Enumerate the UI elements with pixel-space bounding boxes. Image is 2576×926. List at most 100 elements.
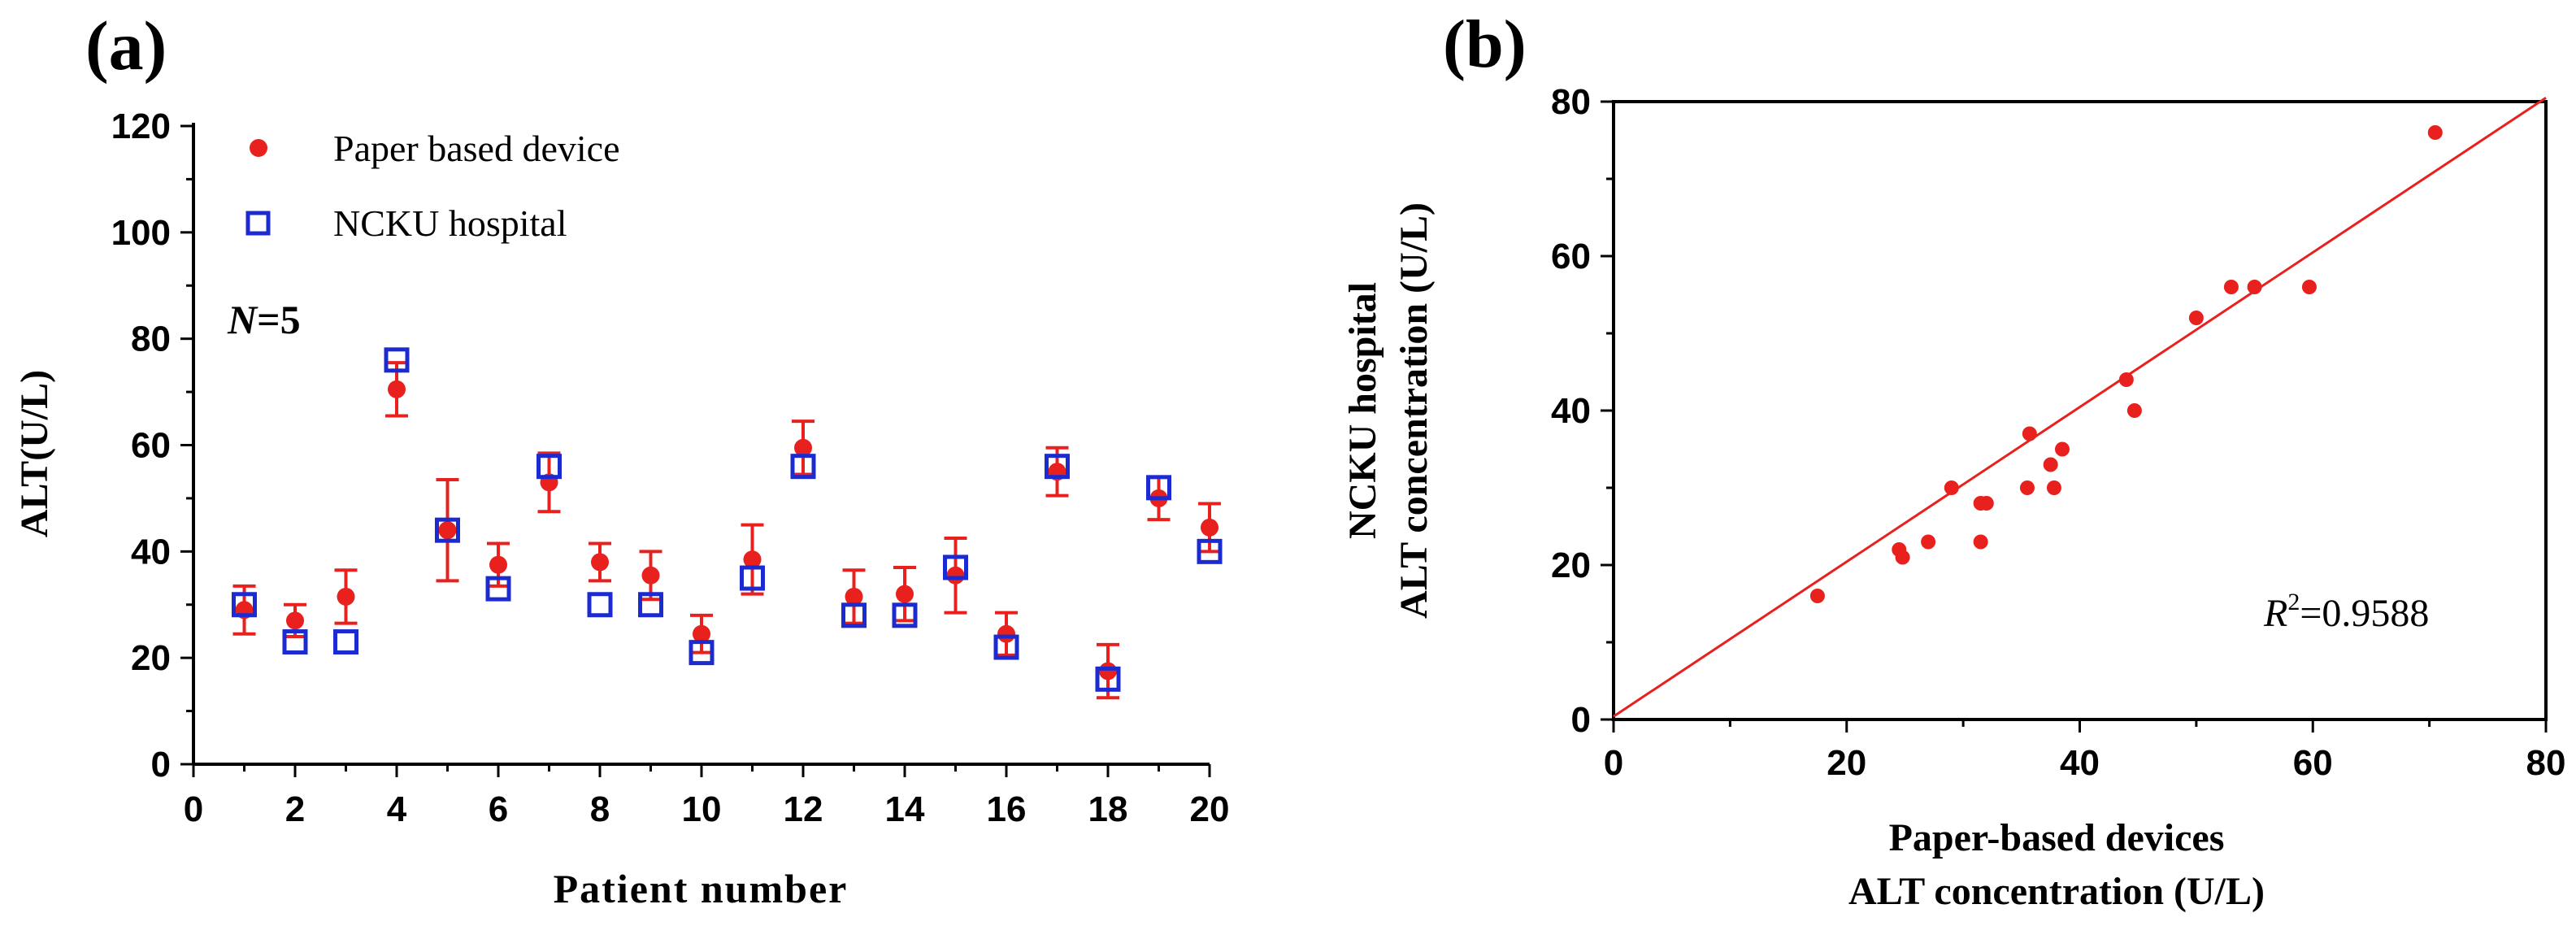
- panel-a: (a) 0 2 4 6 8 10 12 14 16 18 20 0 20 40 60 80 100 120 Pat…: [13, 7, 1229, 911]
- correlation-point: [2046, 480, 2061, 495]
- panel-a-x-tick-label: 16: [987, 789, 1027, 829]
- hospital-point: [536, 454, 562, 480]
- panel-a-y-tick-label: 60: [131, 426, 171, 466]
- panel-a-x-tick-label: 10: [682, 789, 722, 829]
- hospital-point: [587, 592, 613, 618]
- hospital-point: [892, 602, 918, 628]
- hospital-point: [689, 640, 715, 666]
- panel-b-marks: [1613, 97, 2547, 718]
- panel-b: (b) 0 20 40 60 80 0 20 40 60 80 Paper-based devic…: [1341, 7, 2565, 913]
- panel-b-x-tick-label: 60: [2293, 743, 2333, 783]
- hospital-point: [841, 602, 867, 628]
- hospital-point: [333, 629, 358, 655]
- correlation-point: [1895, 550, 1910, 565]
- panel-b-x-tick-label: 0: [1604, 743, 1623, 783]
- panel-a-legend: Paper based device NCKU hospital: [245, 128, 620, 244]
- panel-b-y-tick-label: 0: [1571, 700, 1591, 740]
- hospital-point: [740, 565, 765, 591]
- panel-a-y-tick-label: 20: [131, 638, 171, 678]
- correlation-point: [2223, 280, 2239, 294]
- hospital-point: [435, 517, 460, 543]
- correlation-point: [2188, 311, 2204, 325]
- paper-device-point: [591, 553, 609, 572]
- paper-device-point: [388, 380, 406, 398]
- panel-b-y-axis-title-line2: ALT concentration (U/L): [1392, 202, 1436, 619]
- hospital-point: [1197, 538, 1223, 564]
- correlation-point: [1944, 480, 1959, 495]
- legend-hospital-label: NCKU hospital: [333, 202, 567, 244]
- correlation-point: [2019, 480, 2035, 495]
- legend-hospital-marker: [245, 211, 271, 236]
- panel-a-label: (a): [85, 7, 167, 85]
- panel-a-x-tick-label: 4: [387, 789, 407, 829]
- panel-a-y-axis-title: ALT(U/L): [13, 370, 56, 537]
- panel-b-x-tick-label: 80: [2526, 743, 2566, 783]
- hospital-point: [1045, 454, 1070, 480]
- hospital-point: [993, 634, 1019, 660]
- panel-b-label: (b): [1443, 7, 1527, 82]
- panel-a-axes: 0 2 4 6 8 10 12 14 16 18 20 0 20 40 60 80 100 120: [111, 107, 1230, 829]
- panel-b-r2-annotation: R2=0.9588: [2263, 589, 2429, 635]
- panel-a-y-tick-label: 100: [111, 213, 171, 253]
- correlation-point: [1921, 534, 1936, 550]
- paper-device-point: [845, 587, 863, 606]
- panel-b-y-tick-label: 20: [1551, 546, 1591, 585]
- hospital-point: [232, 592, 257, 618]
- paper-device-point: [337, 587, 355, 606]
- panel-b-axes: 0 20 40 60 80 0 20 40 60 80: [1551, 82, 2565, 783]
- correlation-point: [1809, 589, 1825, 603]
- correlation-point: [1979, 496, 1994, 511]
- correlation-point: [2126, 403, 2142, 418]
- panel-a-y-tick-label: 120: [111, 107, 171, 146]
- paper-device-point: [286, 611, 304, 630]
- panel-b-x-tick-label: 40: [2060, 743, 2100, 783]
- panel-a-marks: [232, 347, 1223, 700]
- paper-device-point: [997, 624, 1015, 643]
- hospital-point: [282, 629, 308, 655]
- hospital-point: [485, 576, 511, 602]
- panel-a-x-tick-label: 6: [489, 789, 508, 829]
- panel-b-y-axis-title-line1: NCKU hospital: [1341, 282, 1384, 539]
- hospital-point: [943, 554, 968, 580]
- panel-b-x-tick-label: 20: [1827, 743, 1866, 783]
- paper-device-point: [1201, 518, 1218, 537]
- fit-line: [1613, 97, 2547, 718]
- panel-a-x-tick-label: 12: [784, 789, 823, 829]
- panel-a-x-tick-label: 8: [590, 789, 610, 829]
- panel-b-y-tick-label: 40: [1551, 391, 1591, 431]
- paper-device-point: [896, 585, 914, 603]
- hospital-point: [790, 454, 816, 480]
- legend-paper-marker: [250, 139, 267, 157]
- hospital-point: [384, 347, 410, 373]
- panel-b-y-tick-label: 60: [1551, 237, 1591, 276]
- panel-a-y-tick-label: 80: [131, 320, 171, 359]
- paper-device-point: [438, 521, 457, 540]
- correlation-point: [2301, 280, 2317, 294]
- paper-device-point: [693, 624, 710, 643]
- panel-a-y-tick-label: 0: [151, 745, 171, 785]
- correlation-point: [2427, 125, 2443, 140]
- hospital-point: [1095, 666, 1121, 692]
- panel-b-y-tick-label: 80: [1551, 82, 1591, 122]
- paper-device-point: [641, 566, 660, 585]
- panel-a-x-tick-label: 20: [1190, 789, 1230, 829]
- paper-device-point: [489, 555, 507, 574]
- panel-a-n-annotation: N=5: [227, 297, 301, 342]
- hospital-point: [638, 592, 663, 618]
- panel-b-x-axis-title-line2: ALT concentration (U/L): [1848, 870, 2265, 913]
- paper-device-point: [1099, 662, 1117, 680]
- paper-device-point: [794, 438, 812, 457]
- correlation-point: [1973, 534, 1988, 550]
- panel-a-x-tick-label: 0: [184, 789, 203, 829]
- panel-b-x-axis-title-line1: Paper-based devices: [1889, 816, 2225, 859]
- paper-device-point: [743, 550, 762, 569]
- panel-a-x-tick-label: 2: [285, 789, 305, 829]
- correlation-point: [2118, 372, 2134, 387]
- panel-a-x-tick-label: 18: [1088, 789, 1128, 829]
- panel-a-y-tick-label: 40: [131, 532, 171, 572]
- correlation-point: [2247, 280, 2262, 294]
- legend-paper-label: Paper based device: [333, 128, 620, 169]
- correlation-point: [2054, 441, 2070, 457]
- hospital-point: [1146, 475, 1171, 501]
